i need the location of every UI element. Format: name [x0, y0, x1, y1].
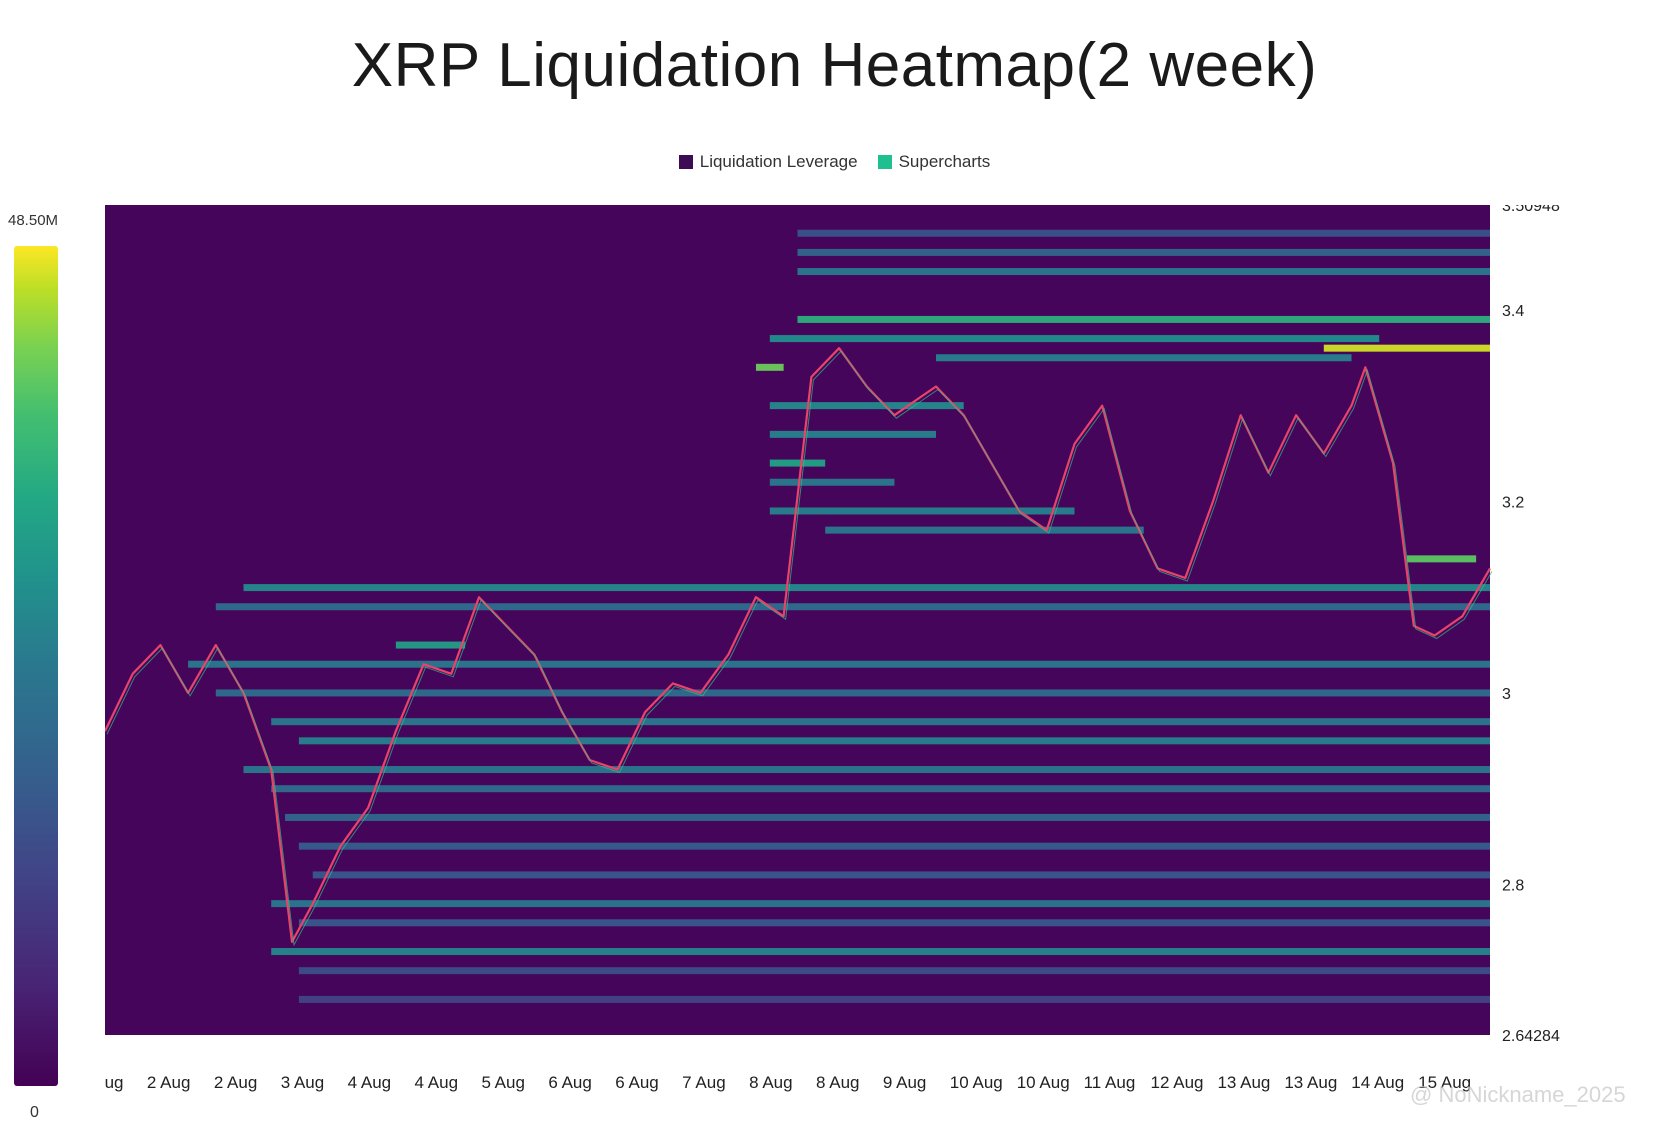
x-tick-label: 5 Aug: [481, 1073, 525, 1092]
liquidation-band: [797, 315, 1490, 323]
x-tick-label: 2 Aug: [214, 1073, 257, 1092]
liquidation-band: [271, 900, 1491, 908]
liquidation-band: [298, 737, 1490, 745]
y-tick-label: 3.50948: [1502, 205, 1560, 215]
liquidation-band: [797, 248, 1490, 256]
y-tick-label: 3: [1502, 686, 1511, 703]
x-tick-label: 9 Aug: [883, 1073, 927, 1092]
x-tick-label: 1 Aug: [105, 1073, 124, 1092]
liquidation-band: [769, 402, 964, 410]
x-tick-label: 2 Aug: [147, 1073, 191, 1092]
x-tick-label: 13 Aug: [1217, 1073, 1270, 1092]
liquidation-band: [769, 507, 1075, 515]
liquidation-band: [769, 335, 1380, 343]
liquidation-band: [1406, 555, 1477, 563]
legend-item-liquidation-leverage[interactable]: Liquidation Leverage: [678, 152, 858, 172]
liquidation-band: [797, 229, 1490, 237]
liquidation-band: [395, 641, 466, 649]
liquidation-band: [755, 363, 784, 371]
x-tick-label: 4 Aug: [415, 1073, 459, 1092]
x-tick-label: 12 Aug: [1151, 1073, 1204, 1092]
x-tick-label: 8 Aug: [816, 1073, 860, 1092]
legend-swatch-liquidation-leverage: [678, 155, 693, 169]
legend-swatch-supercharts: [877, 155, 892, 169]
heatmap-background: [105, 205, 1490, 1035]
liquidation-band: [825, 526, 1144, 534]
liquidation-band: [1323, 344, 1490, 352]
liquidation-band: [769, 459, 826, 467]
liquidation-band: [285, 813, 1490, 821]
x-tick-label: 6 Aug: [615, 1073, 659, 1092]
legend-item-supercharts[interactable]: Supercharts: [877, 152, 991, 172]
x-tick-label: 4 Aug: [348, 1073, 392, 1092]
colorbar-min-label: 0: [30, 1104, 39, 1121]
chart-title: XRP Liquidation Heatmap(2 week): [351, 31, 1318, 100]
x-tick-label: 15 Aug: [1418, 1073, 1471, 1092]
y-tick-label: 2.64284: [1502, 1028, 1560, 1045]
price-line: [104, 347, 1491, 943]
liquidation-band: [243, 584, 1490, 592]
liquidation-band: [769, 478, 895, 486]
liquidation-band: [298, 967, 1490, 975]
colorbar-max-label: 48.50M: [8, 212, 59, 229]
liquidation-band: [271, 948, 1491, 956]
x-tick-label: 6 Aug: [548, 1073, 592, 1092]
liquidation-band: [271, 718, 1491, 726]
x-tick-label: 3 Aug: [281, 1073, 325, 1092]
liquidation-band: [215, 689, 1490, 697]
x-tick-label: 13 Aug: [1284, 1073, 1337, 1092]
liquidation-band: [243, 766, 1490, 774]
heatmap-plot: 3.50948 3.4 3.2 3 2.8 2.64284 1 Aug 2 Aug 2 Aug 3…: [80, 198, 1585, 1095]
colorbar: [14, 246, 58, 1086]
liquidation-band: [298, 995, 1490, 1003]
x-tick-label: 14 Aug: [1351, 1073, 1404, 1092]
watermark: @ NoNickname_2025: [1410, 1082, 1626, 1107]
x-tick-label: 7 Aug: [682, 1073, 726, 1092]
legend-label-supercharts: Supercharts: [898, 152, 991, 171]
x-tick-label: 8 Aug: [749, 1073, 793, 1092]
liquidation-band: [215, 603, 1490, 611]
legend-label-liquidation-leverage: Liquidation Leverage: [699, 152, 858, 171]
y-tick-label: 2.8: [1502, 877, 1524, 894]
y-tick-label: 3.4: [1502, 303, 1524, 320]
x-tick-label: 10 Aug: [950, 1073, 1003, 1092]
liquidation-band: [797, 268, 1490, 276]
liquidation-band: [769, 430, 936, 438]
price-line-shadow: [106, 350, 1493, 947]
liquidation-band: [271, 785, 1491, 793]
heatmap-svg: 3.50948 3.4 3.2 3 2.8 2.64284 1 Aug 2 Aug 2 Aug 3…: [80, 198, 1560, 1092]
x-tick-label: 10 Aug: [1017, 1073, 1070, 1092]
liquidation-band: [188, 660, 1491, 668]
liquidation-band: [298, 919, 1490, 927]
x-tick-label: 11 Aug: [1084, 1073, 1136, 1092]
liquidation-band: [298, 842, 1490, 850]
chart-legend: Liquidation Leverage Supercharts: [0, 152, 1669, 172]
liquidation-band: [936, 354, 1352, 362]
liquidation-band: [312, 871, 1490, 879]
y-tick-label: 3.2: [1502, 494, 1524, 511]
